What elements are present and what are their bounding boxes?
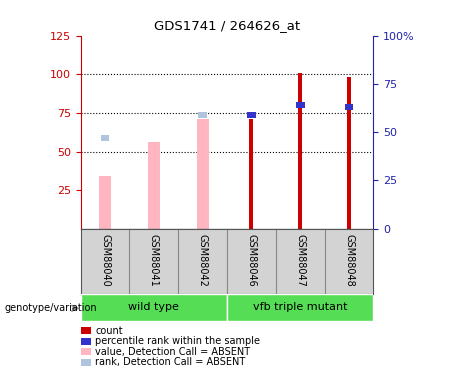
Text: rank, Detection Call = ABSENT: rank, Detection Call = ABSENT	[95, 357, 246, 367]
Text: wild type: wild type	[129, 303, 179, 312]
Bar	[298, 73, 302, 229]
Bar	[99, 176, 111, 229]
Text: GSM88040: GSM88040	[100, 234, 110, 287]
Text: GSM88041: GSM88041	[149, 234, 159, 287]
Text: value, Detection Call = ABSENT: value, Detection Call = ABSENT	[95, 347, 250, 357]
Bar	[296, 102, 305, 108]
Text: count: count	[95, 326, 123, 336]
Bar	[345, 104, 354, 110]
Bar	[247, 112, 256, 118]
Text: GSM88046: GSM88046	[247, 234, 256, 287]
Text: GSM88042: GSM88042	[198, 234, 207, 287]
Bar	[198, 112, 207, 118]
Title: GDS1741 / 264626_at: GDS1741 / 264626_at	[154, 19, 300, 32]
Bar	[347, 77, 351, 229]
Text: percentile rank within the sample: percentile rank within the sample	[95, 336, 260, 346]
Bar	[196, 119, 209, 229]
Bar	[100, 135, 109, 141]
Bar	[81, 294, 227, 321]
Text: vfb triple mutant: vfb triple mutant	[253, 303, 348, 312]
Text: GSM88048: GSM88048	[344, 234, 354, 287]
Text: genotype/variation: genotype/variation	[5, 303, 97, 313]
Bar	[249, 119, 254, 229]
Text: GSM88047: GSM88047	[295, 234, 305, 287]
Bar	[227, 294, 373, 321]
Bar	[148, 142, 160, 229]
